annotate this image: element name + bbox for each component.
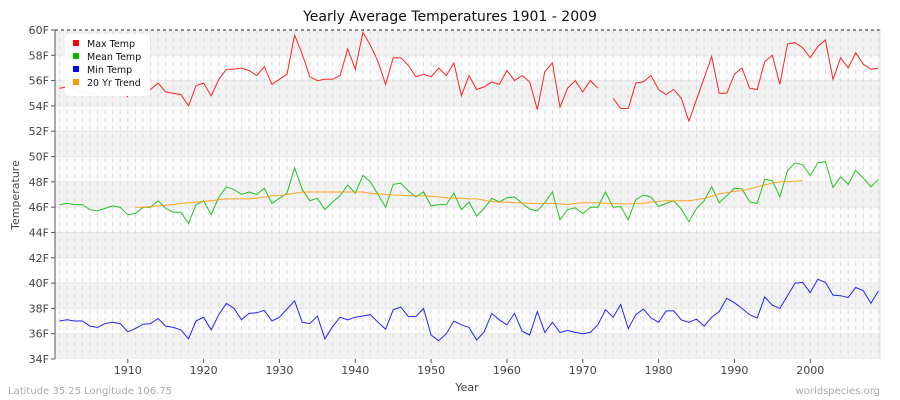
x-tick-label: 1920 [190, 364, 218, 377]
legend-swatch [73, 40, 79, 46]
legend-swatch [73, 53, 79, 59]
y-axis-label: Temperature [9, 160, 22, 231]
legend: Max Temp Mean Temp Min Temp 20 Yr Trend [65, 34, 150, 96]
y-tick-label: 50F [29, 151, 49, 164]
x-tick-label: 1990 [720, 364, 748, 377]
x-tick-label: 1960 [493, 364, 521, 377]
y-tick-label: 48F [29, 176, 49, 189]
20-yr-trend-line [135, 180, 803, 208]
grid-band [55, 257, 880, 284]
x-tick-label: 1970 [569, 364, 597, 377]
mean-temp-line [59, 161, 879, 225]
y-tick-label: 60F [29, 24, 49, 37]
legend-label: 20 Yr Trend [87, 78, 141, 89]
y-tick-label: 40F [29, 277, 49, 290]
grid-band [55, 30, 880, 56]
legend-swatch [73, 79, 79, 85]
legend-label: Mean Temp [87, 52, 141, 63]
x-tick-label: 1980 [645, 364, 673, 377]
max-temp-line [612, 39, 879, 123]
y-tick-label: 52F [29, 125, 49, 138]
grid-band [55, 55, 880, 81]
legend-box [65, 34, 150, 96]
x-tick-label: 1910 [114, 364, 142, 377]
x-tick-label: 1950 [417, 364, 445, 377]
chart-title: Yearly Average Temperatures 1901 - 2009 [302, 9, 597, 25]
footer-location: Latitude 35.25 Longitude 106.75 [8, 386, 172, 397]
legend-label: Min Temp [87, 65, 132, 76]
x-tick-label: 1940 [341, 364, 369, 377]
y-tick-label: 56F [29, 75, 49, 88]
legend-label: Max Temp [87, 39, 135, 50]
y-tick-label: 54F [29, 100, 49, 113]
x-tick-label: 2000 [796, 364, 824, 377]
grid-band [55, 105, 880, 132]
grid-band [55, 232, 880, 258]
y-tick-label: 46F [29, 201, 49, 214]
legend-swatch [73, 66, 79, 72]
y-tick-label: 42F [29, 252, 49, 265]
grid-band [55, 131, 880, 157]
grid-band [55, 333, 880, 359]
y-tick-label: 36F [29, 328, 49, 341]
y-tick-label: 34F [29, 353, 49, 366]
x-tick-label: 1930 [265, 364, 293, 377]
grid-band [55, 80, 880, 106]
y-tick-label: 58F [29, 49, 49, 62]
grid-band [55, 308, 880, 334]
y-tick-label: 38F [29, 302, 49, 315]
grid-band [55, 207, 880, 233]
y-tick-label: 44F [29, 226, 49, 239]
min-temp-line [59, 278, 879, 342]
x-axis-label: Year [454, 381, 479, 394]
grid-band [55, 283, 880, 309]
footer-source: worldspecies.org [796, 386, 880, 397]
max-temp-line [142, 31, 599, 110]
grid-band [55, 156, 880, 182]
